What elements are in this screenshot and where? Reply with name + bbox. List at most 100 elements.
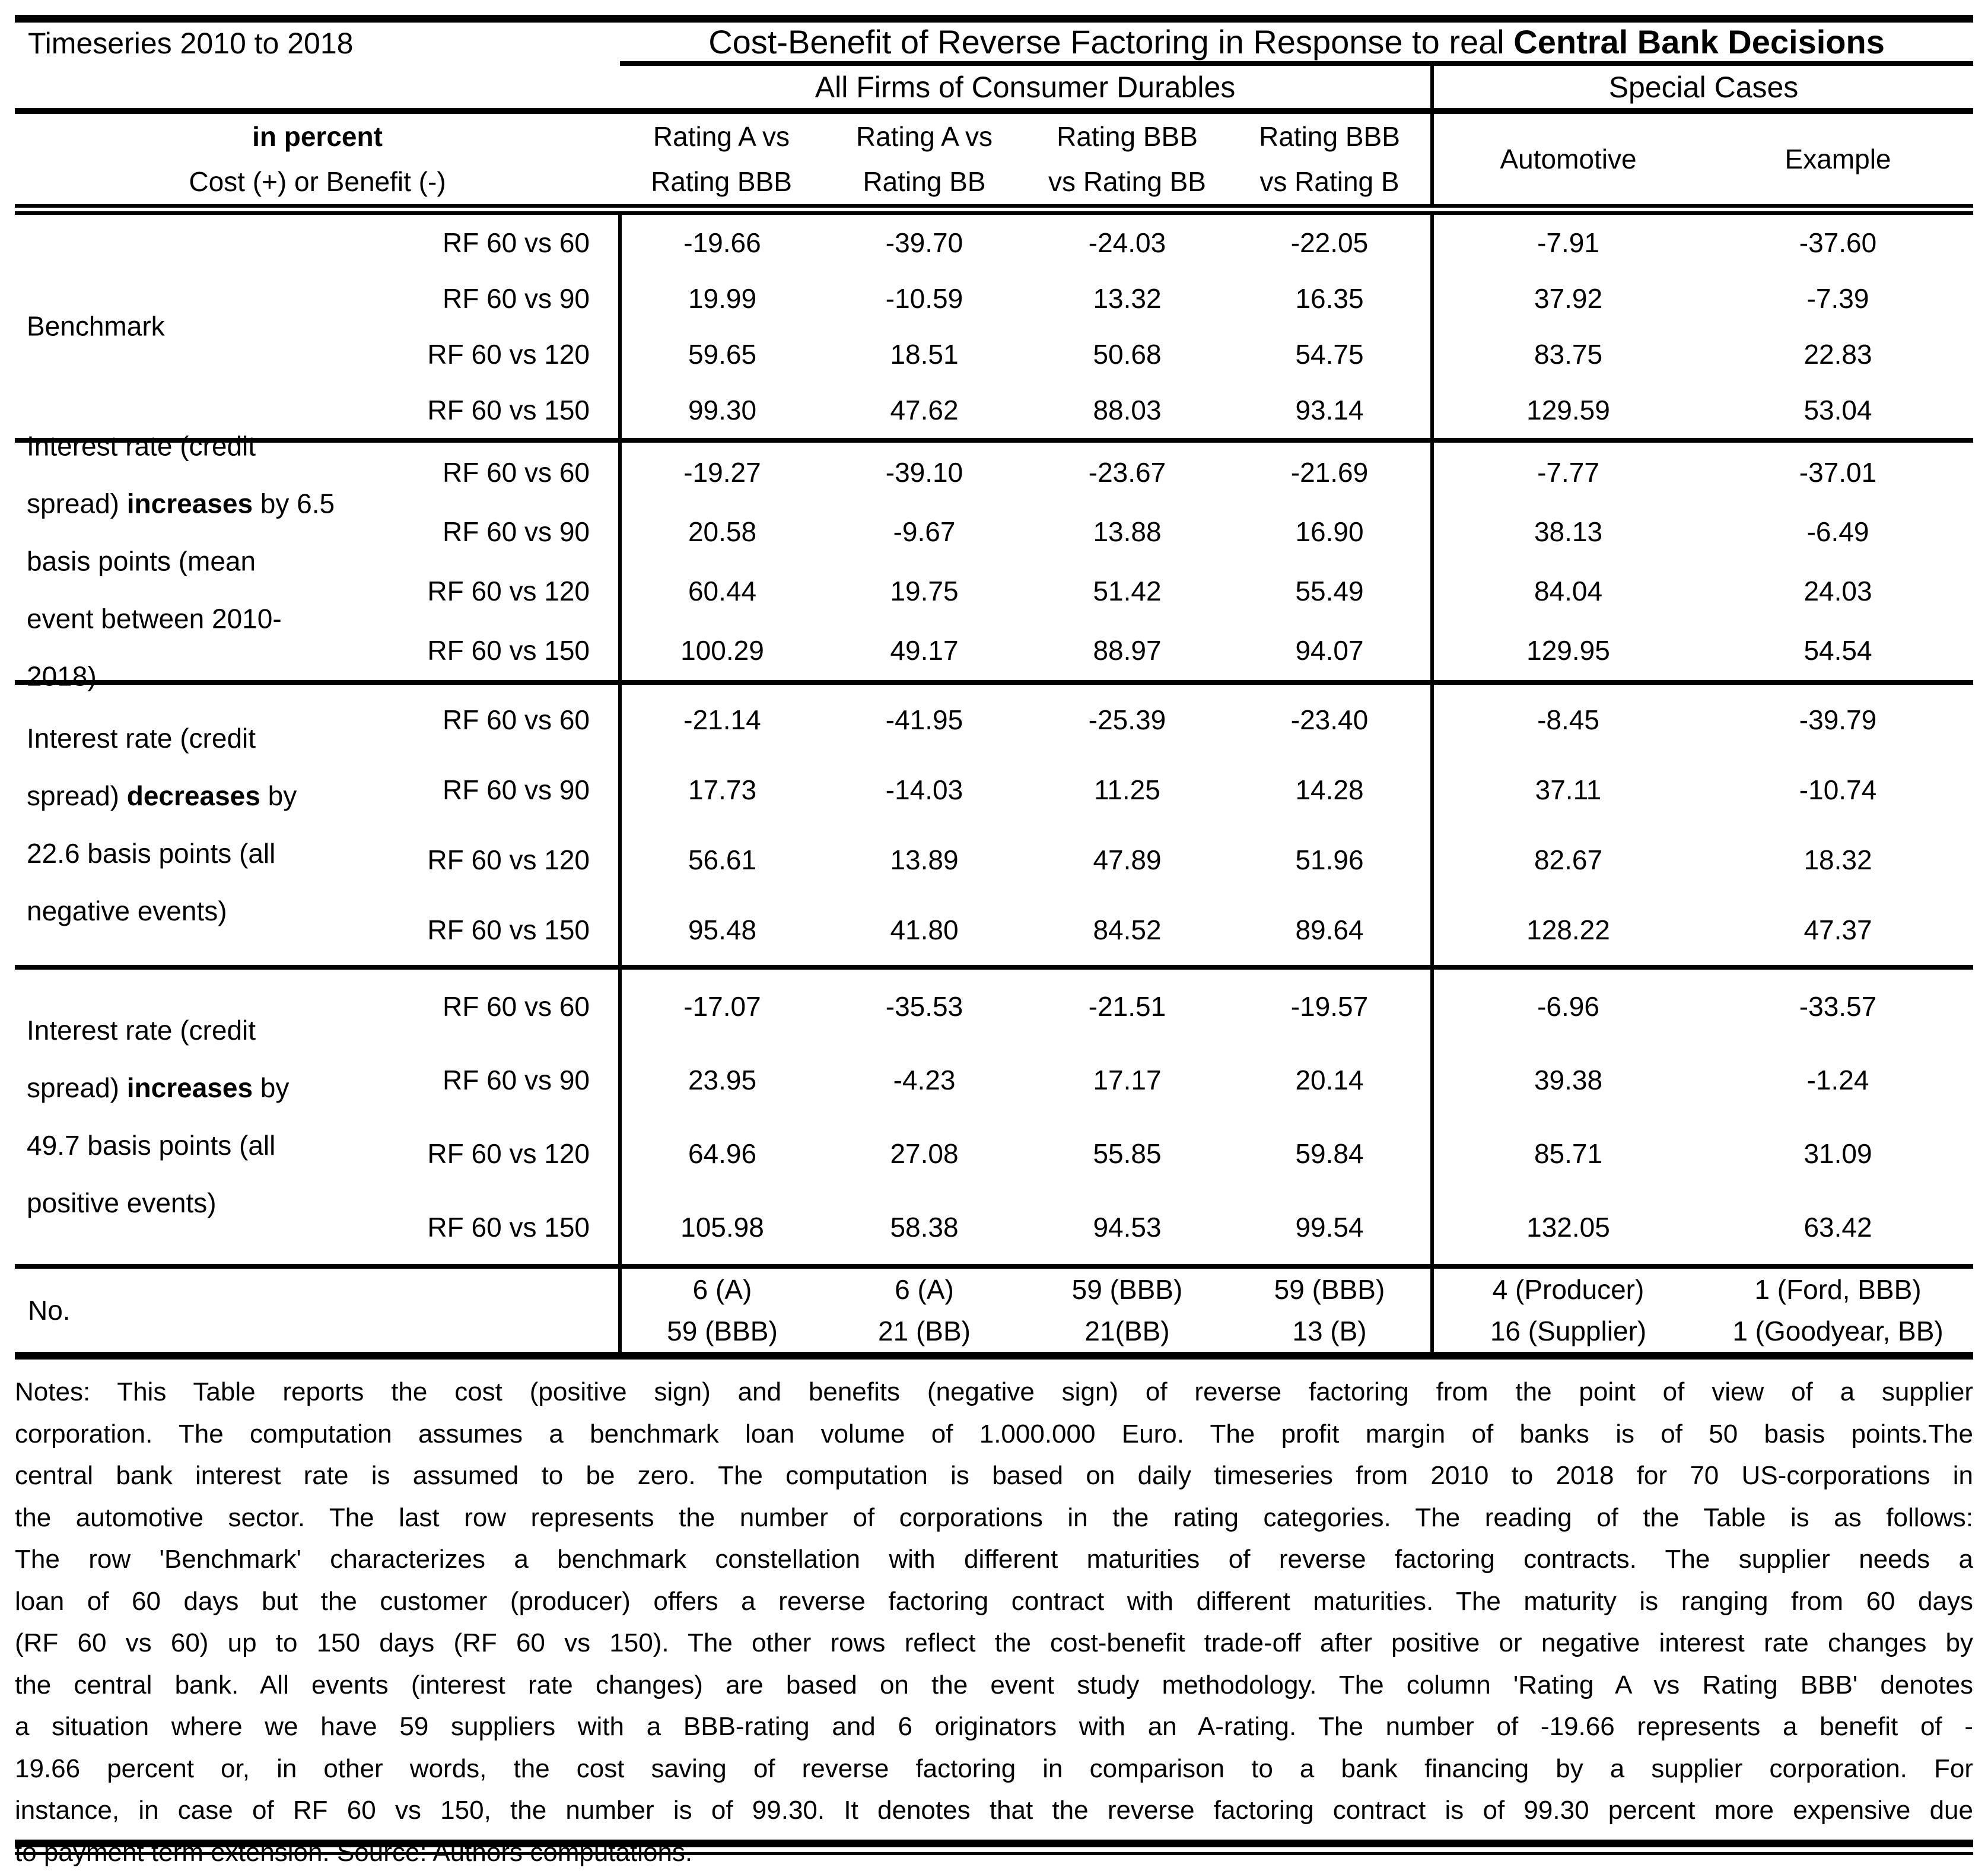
value-cell: 56.61 (618, 825, 823, 895)
section-label-word: Interest rate (credit (27, 430, 256, 462)
table-title-bold: Central Bank Decisions (1513, 23, 1885, 61)
section-label-bold-word: decreases (126, 780, 260, 811)
value-cell: -23.67 (1026, 438, 1229, 502)
value-cell: 99.30 (618, 382, 823, 440)
section-label-line: Interest rate (credit (27, 418, 368, 475)
section-label-line: 49.7 basis points (all (27, 1117, 368, 1174)
note-line: 19.66 percent or, in other words, the co… (15, 1754, 1973, 1783)
maturity-label: RF 60 vs 150 (427, 1212, 590, 1243)
value-cell: -35.53 (823, 965, 1026, 1043)
column-header-line: vs Rating BB (1048, 166, 1206, 197)
section-label-word: Benchmark (27, 310, 165, 342)
section-label-word: spread) (27, 488, 127, 519)
value-cell: -6.96 (1432, 965, 1703, 1043)
column-header-line: Rating BB (863, 166, 986, 197)
table-row: Benchmark RF 60 vs 60 -19.66 -39.70 -24.03 -2… (15, 209, 1973, 342)
note-line: instance, in case of RF 60 vs 150, the n… (15, 1796, 1973, 1825)
count-line-2: 13 (B) (1292, 1316, 1367, 1346)
value-cell: -1.24 (1806, 1065, 1869, 1095)
value-cell: -21.14 (618, 680, 823, 755)
value-cell: -24.03 (1088, 227, 1166, 258)
value-cell: -37.01 (1703, 438, 1974, 502)
section-label-word: spread) (27, 780, 127, 811)
value-cell: 18.51 (890, 339, 959, 370)
value-cell: -39.10 (823, 438, 1026, 502)
value-cell: 13.89 (890, 844, 959, 875)
value-cell: -21.69 (1229, 438, 1434, 502)
column-header-line: Rating BBB (1057, 121, 1198, 152)
table-row: RF 60 vs 90 23.95 -4.23 17.17 20.14 39.38 -1.2… (15, 1043, 1973, 1117)
section-label-line: Interest rate (credit (27, 710, 368, 767)
column-header-line: Rating BBB (1259, 121, 1400, 152)
maturity-label: RF 60 vs 120 (427, 576, 590, 606)
column-header-example: Example (1703, 111, 1974, 215)
value-cell: 13.32 (1093, 283, 1162, 314)
maturity-label: RF 60 vs 90 (443, 774, 590, 805)
section-label: Interest rate (credit spread) increases b… (15, 965, 371, 1266)
value-cell: -39.79 (1703, 680, 1974, 755)
table-row: RF 60 vs 150 95.48 41.80 84.52 89.64 128.22 47… (15, 895, 1973, 967)
value-cell: 16.90 (1229, 502, 1434, 561)
column-header-line: vs Rating B (1259, 166, 1399, 197)
value-cell: 49.17 (890, 635, 959, 666)
value-cell: 64.96 (618, 1117, 823, 1190)
note-line: (RF 60 vs 60) up to 150 days (RF 60 vs 1… (15, 1628, 1973, 1657)
value-cell: -33.57 (1703, 965, 1974, 1043)
value-cell: -7.77 (1432, 438, 1703, 502)
value-cell: -10.74 (1799, 774, 1877, 805)
maturity-label: RF 60 vs 60 (371, 965, 620, 1043)
value-cell: -37.60 (1799, 227, 1877, 258)
section-label-line: spread) increases by 6.5 (27, 475, 368, 533)
value-cell: -25.39 (1026, 680, 1229, 755)
value-cell: 47.89 (1093, 844, 1162, 875)
value-cell: 37.92 (1534, 283, 1603, 314)
count-line-2: 21(BB) (1084, 1316, 1170, 1346)
value-cell: -17.07 (618, 965, 823, 1043)
value-cell: 38.13 (1534, 516, 1603, 547)
value-cell: 22.83 (1803, 339, 1872, 370)
section-label-word: by (253, 1072, 290, 1103)
section-label-line: 22.6 basis points (all (27, 825, 368, 882)
column-header-line: Rating A vs (653, 121, 790, 152)
value-cell: 93.14 (1229, 382, 1434, 440)
value-cell: 14.28 (1229, 755, 1434, 825)
data-table: Timeseries 2010 to 2018 Cost-Benefit of … (15, 15, 1974, 1360)
value-cell: 51.42 (1093, 576, 1162, 606)
section-label-bold-word: increases (126, 488, 253, 519)
section-label-word: basis points (mean (27, 545, 256, 577)
value-cell: 37.11 (1535, 774, 1602, 805)
maturity-label: RF 60 vs 150 (427, 914, 590, 945)
note-line: a situation where we have 59 suppliers w… (15, 1712, 1973, 1741)
value-cell: -41.95 (823, 680, 1026, 755)
table-row: RF 60 vs 150 99.30 47.62 88.03 93.14 129.59 53… (15, 382, 1973, 440)
count-row: No. 6 (A) 59 (BBB) 6 (A) 21 (BB) 59 (BBB) 21(B… (15, 1264, 1974, 1356)
value-cell: 11.25 (1094, 774, 1160, 805)
table-row: Interest rate (credit spread) decreases b… (15, 680, 1974, 967)
value-cell: 55.49 (1229, 561, 1434, 621)
value-cell: 128.22 (1526, 914, 1610, 945)
value-cell: 20.58 (618, 502, 823, 561)
value-cell: 63.42 (1803, 1212, 1872, 1243)
value-cell: 13.88 (1093, 516, 1162, 547)
section-label-word: by 6.5 (253, 488, 335, 519)
section-label-line: spread) increases by (27, 1059, 368, 1117)
unit-label: in percent (252, 121, 383, 152)
count-line-1: 6 (A) (895, 1274, 954, 1305)
column-header-line: Rating A vs (855, 121, 993, 152)
column-header-a-vs-bb: Rating A vs Rating BB (823, 111, 1026, 215)
value-cell: 129.95 (1526, 635, 1610, 666)
maturity-label: RF 60 vs 120 (427, 844, 590, 875)
value-cell: 47.62 (890, 395, 959, 425)
note-line: the automotive sector. The last row repr… (15, 1503, 1973, 1532)
value-cell: -4.23 (893, 1065, 956, 1095)
table-row: RF 60 vs 120 64.96 27.08 55.85 59.84 85.71 31.… (15, 1117, 1973, 1190)
count-cell: 4 (Producer) 16 (Supplier) (1432, 1264, 1703, 1356)
note-line: the central bank. All events (interest r… (15, 1670, 1973, 1700)
count-cell: 6 (A) 21 (BB) (823, 1264, 1026, 1356)
group-header-special-cases: Special Cases (1432, 63, 1974, 114)
column-header-line: Rating BBB (651, 166, 792, 197)
value-cell: -23.40 (1229, 680, 1434, 755)
maturity-label: RF 60 vs 120 (427, 339, 590, 370)
unit-sub-label: Cost (+) or Benefit (-) (189, 166, 446, 197)
value-cell: 27.08 (890, 1138, 959, 1169)
